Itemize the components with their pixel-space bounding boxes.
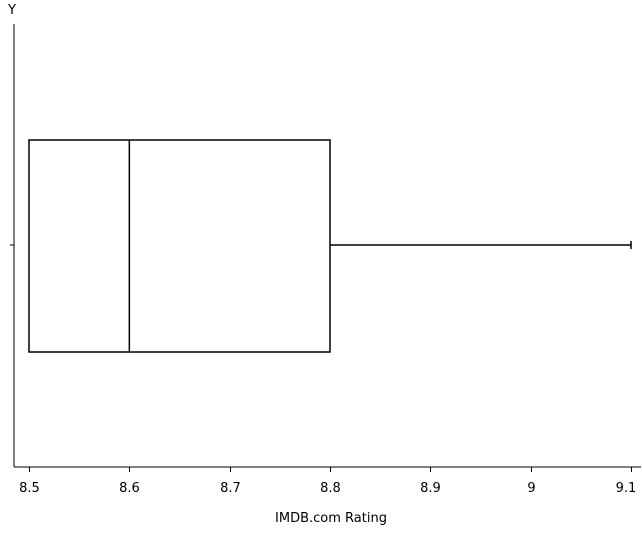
- x-tick-label: 8.8: [320, 481, 341, 496]
- x-tick-label: 8.7: [220, 481, 241, 496]
- x-tick-label: 9.1: [616, 481, 637, 496]
- x-axis-label: IMDB.com Rating: [275, 511, 387, 526]
- x-tick-label: 9: [527, 481, 535, 496]
- y-axis-label: Y: [7, 3, 16, 18]
- x-tick-label: 8.9: [420, 481, 441, 496]
- x-tick-label: 8.5: [19, 481, 40, 496]
- x-tick-label: 8.6: [119, 481, 140, 496]
- box-iqr: [28, 139, 331, 353]
